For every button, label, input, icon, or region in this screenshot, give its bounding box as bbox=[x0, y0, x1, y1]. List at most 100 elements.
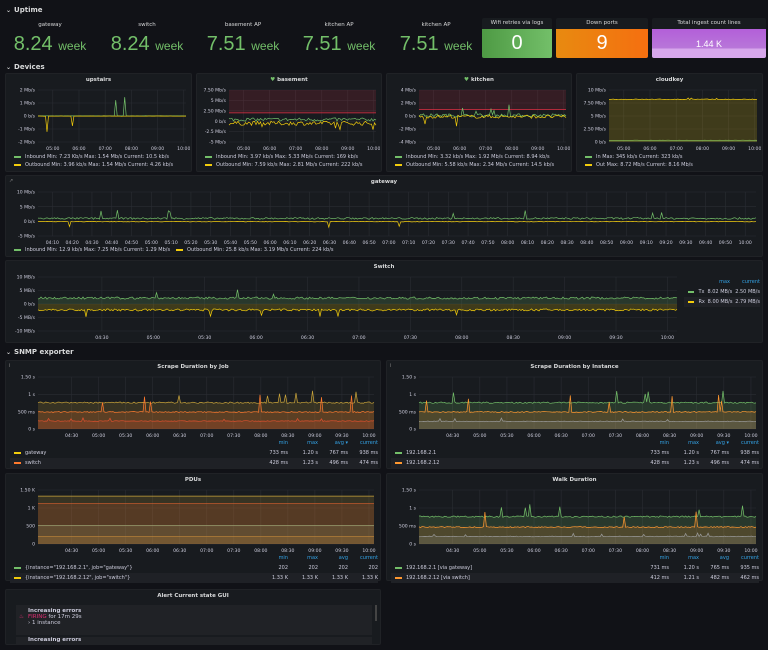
series-line bbox=[418, 390, 757, 404]
x-tick-label: 08:00 bbox=[315, 146, 328, 152]
series-line bbox=[37, 220, 757, 229]
x-tick-label: 06:00 bbox=[263, 240, 276, 246]
y-tick-label: -5 Mb/s bbox=[18, 234, 35, 240]
y-tick-label: 5 MB/s bbox=[20, 288, 36, 294]
series-fill bbox=[609, 98, 757, 142]
column-header-current[interactable]: current bbox=[741, 279, 760, 285]
chart-scrape-duration-by-job: 1.50 s 1 s 500 ms 0 s 04:30 05:00 05:30 06:00 06… bbox=[18, 375, 376, 439]
legend-row[interactable]: gateway 733 ms 1.20 s 767 ms 938 ms bbox=[10, 448, 378, 458]
x-tick-label: 05:30 bbox=[204, 240, 217, 246]
series-line bbox=[37, 210, 757, 220]
legend-row-tx[interactable]: Tx 8.02 MB/s 2.50 MB/s bbox=[684, 287, 760, 297]
x-tick-label: 05:20 bbox=[184, 240, 197, 246]
x-tick-label: 04:30 bbox=[95, 335, 108, 341]
alert-state-badge: FIRING bbox=[28, 614, 47, 620]
row-header-devices[interactable]: ⌄ Devices bbox=[6, 63, 45, 71]
x-tick-label: 05:30 bbox=[500, 548, 513, 554]
chart-cloudkey: 10 Mb/s 7.50 Mb/s 5 Mb/s 2.50 Mb/s 0 b/s 05:0… bbox=[583, 88, 761, 152]
series-line bbox=[418, 394, 757, 413]
row-header-uptime[interactable]: ⌄ Uptime bbox=[6, 6, 43, 14]
x-tick-label: 08:00 bbox=[501, 240, 514, 246]
chevron-right-icon: › bbox=[28, 620, 32, 626]
series-line bbox=[419, 504, 757, 518]
series-fill bbox=[38, 289, 677, 304]
legend-item-outbound[interactable]: Outbound Min: 7.59 kb/s Max: 2.81 Mb/s C… bbox=[205, 161, 362, 169]
legend-row[interactable]: switch 428 ms 1.23 s 496 ms 474 ms bbox=[10, 458, 378, 468]
series-line bbox=[37, 394, 375, 414]
x-tick-label: 07:00 bbox=[99, 146, 112, 152]
x-tick-label: 08:20 bbox=[541, 240, 554, 246]
legend-item-outbound[interactable]: Outbound Min: 5.58 kb/s Max: 2.34 Mb/s C… bbox=[395, 161, 554, 169]
series-line bbox=[418, 511, 757, 529]
y-tick-label: 1 K bbox=[28, 506, 36, 512]
x-tick-label: 07:50 bbox=[481, 240, 494, 246]
x-tick-label: 06:00 bbox=[250, 335, 263, 341]
y-tick-label: -2.5 Mb/s bbox=[205, 129, 227, 135]
link-icon[interactable]: ↗ bbox=[9, 178, 14, 184]
legend-item-outbound[interactable]: Outbound Min: 3.96 kb/s Max: 1.54 Mb/s C… bbox=[14, 161, 173, 169]
heart-icon: ♥ bbox=[464, 77, 469, 83]
legend-item-out[interactable]: Out Max: 8.72 Mb/s Current: 8.16 Mb/s bbox=[585, 161, 693, 169]
legend-cloudkey: In Max: 345 kb/s Current: 323 kb/s Out M… bbox=[585, 153, 693, 169]
x-tick-label: 09:20 bbox=[659, 240, 672, 246]
threshold-region bbox=[229, 90, 376, 113]
x-tick-label: 04:30 bbox=[65, 548, 78, 554]
x-tick-label: 05:10 bbox=[165, 240, 178, 246]
x-tick-label: 06:00 bbox=[72, 146, 85, 152]
alert-item[interactable]: Increasing errors bbox=[16, 637, 372, 645]
alert-firing-icon: ♨ bbox=[19, 614, 24, 620]
instances-toggle[interactable]: › 1 instance bbox=[28, 620, 61, 626]
x-tick-label: 06:50 bbox=[362, 240, 375, 246]
chart-kitchen: 4 Mb/s 2 Mb/s 0 b/s -2 Mb/s -4 Mb/s 05:00 06:0… bbox=[399, 88, 570, 152]
legend-row-rx[interactable]: Rx 8.00 MB/s 2.79 MB/s bbox=[684, 297, 760, 307]
y-tick-label: 5 Mb/s bbox=[211, 98, 227, 104]
legend-item-inbound[interactable]: Inbound Min: 3.97 kb/s Max: 5.33 Mb/s Cu… bbox=[205, 153, 362, 161]
legend-item-inbound[interactable]: Inbound Min: 3.32 kb/s Max: 1.92 Mb/s Cu… bbox=[395, 153, 554, 161]
y-tick-label: -2 Mb/s bbox=[399, 127, 416, 133]
x-tick-label: 08:50 bbox=[600, 240, 613, 246]
y-tick-label: -5 MB/s bbox=[18, 315, 36, 321]
legend-row[interactable]: 192.168.2.12 [via switch] 412 ms 1.21 s 482… bbox=[391, 573, 759, 583]
x-tick-label: 09:00 bbox=[690, 433, 703, 439]
legend-row[interactable]: {instance="192.168.2.12", job="switch"} 1… bbox=[10, 573, 378, 583]
x-tick-label: 04:50 bbox=[125, 240, 138, 246]
info-icon[interactable]: i bbox=[9, 363, 11, 369]
alert-item[interactable]: Increasing errors ♨ FIRING for 17m 29s › … bbox=[16, 605, 372, 635]
y-tick-label: 1 s bbox=[409, 392, 416, 398]
x-tick-label: 09:40 bbox=[699, 240, 712, 246]
x-tick-label: 09:00 bbox=[151, 146, 164, 152]
legend-item-in[interactable]: In Max: 345 kb/s Current: 323 kb/s bbox=[585, 153, 693, 161]
x-tick-label: 05:00 bbox=[46, 146, 59, 152]
legend-row[interactable]: 192.168.2.12 428 ms 1.23 s 496 ms 474 ms bbox=[391, 458, 759, 468]
x-tick-label: 09:00 bbox=[308, 433, 321, 439]
x-tick-label: 08:00 bbox=[636, 548, 649, 554]
y-tick-label: 0 b/s bbox=[595, 140, 607, 146]
legend-row[interactable]: 192.168.2.1 733 ms 1.20 s 767 ms 938 ms bbox=[391, 448, 759, 458]
x-tick-label: 10:00 bbox=[661, 335, 674, 341]
legend-item-inbound[interactable]: Inbound Min: 12.9 kb/s Max: 7.25 Mb/s Cu… bbox=[14, 246, 170, 254]
legend-row[interactable]: {instance="192.168.2.1", job="gateway"} 2… bbox=[10, 563, 378, 573]
chevron-down-icon: ⌄ bbox=[6, 7, 12, 14]
x-tick-label: 06:30 bbox=[301, 335, 314, 341]
x-tick-label: 05:00 bbox=[92, 548, 105, 554]
x-tick-label: 10:00 bbox=[739, 240, 752, 246]
chart-upstairs: 2 Mb/s 1 Mb/s 0 b/s -1 Mb/s -2 Mb/s 05:00 06:0… bbox=[18, 88, 190, 152]
x-tick-label: 06:30 bbox=[555, 548, 568, 554]
x-tick-label: 08:00 bbox=[125, 146, 138, 152]
legend-item-inbound[interactable]: Inbound Min: 7.23 Kb/s Max: 1.54 Mb/s Cu… bbox=[14, 153, 173, 161]
row-header-snmp-exporter[interactable]: ⌄ SNMP exporter bbox=[6, 348, 74, 356]
column-header-max[interactable]: max bbox=[719, 279, 730, 285]
scrollbar[interactable] bbox=[375, 605, 377, 621]
x-tick-label: 08:10 bbox=[521, 240, 534, 246]
y-tick-label: 1 Mb/s bbox=[20, 101, 36, 107]
x-tick-label: 05:00 bbox=[427, 146, 440, 152]
x-tick-label: 04:10 bbox=[46, 240, 59, 246]
info-icon[interactable]: i bbox=[390, 363, 392, 369]
x-tick-label: 06:30 bbox=[323, 240, 336, 246]
series-line bbox=[37, 390, 375, 404]
legend-row[interactable]: 192.168.2.1 [via gateway] 731 ms 1.20 s 765… bbox=[391, 563, 759, 573]
legend-item-outbound[interactable]: Outbound Min: 25.8 kb/s Max: 3.19 Mb/s C… bbox=[176, 246, 334, 254]
x-tick-label: 09:30 bbox=[335, 548, 348, 554]
